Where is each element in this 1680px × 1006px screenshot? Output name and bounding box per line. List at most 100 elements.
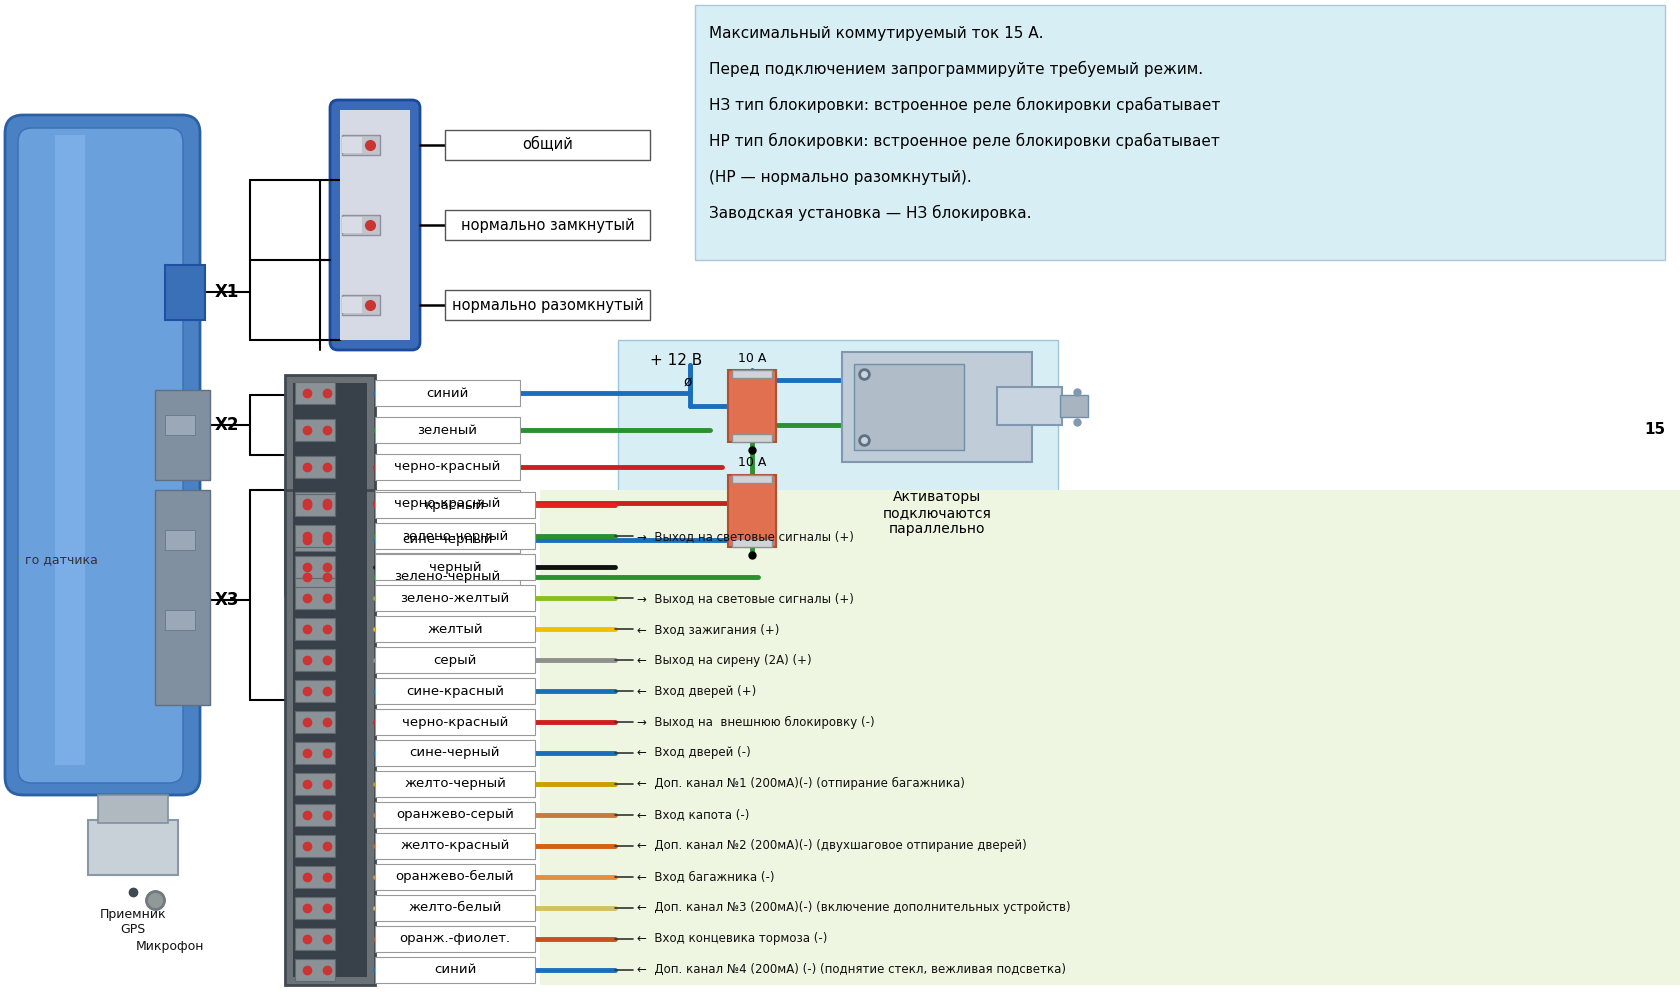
Text: черный: черный: [428, 560, 480, 573]
Text: ←  Вход дверей (+): ← Вход дверей (+): [637, 685, 756, 697]
Bar: [294, 866, 334, 887]
Bar: [727, 475, 776, 547]
Text: (НР — нормально разомкнутый).: (НР — нормально разомкнутый).: [709, 169, 971, 184]
Text: ←  Доп. канал №4 (200мА) (-) (поднятие стекл, вежливая подсветка): ← Доп. канал №4 (200мА) (-) (поднятие ст…: [637, 963, 1065, 976]
Text: нормально замкнутый: нормально замкнутый: [460, 217, 633, 232]
Text: нормально разомкнутый: нормально разомкнутый: [452, 298, 643, 313]
Text: Приемник
GPS: Приемник GPS: [99, 908, 166, 936]
Text: →  Выход на световые сигналы (+): → Выход на световые сигналы (+): [637, 592, 853, 605]
Text: Заводская установка — НЗ блокировка.: Заводская установка — НЗ блокировка.: [709, 205, 1032, 221]
FancyBboxPatch shape: [329, 100, 420, 350]
Bar: [853, 364, 963, 450]
Bar: [341, 137, 361, 153]
Bar: [339, 110, 410, 340]
Bar: [341, 217, 361, 233]
Text: зелено-черный: зелено-черный: [395, 570, 501, 583]
Text: серый: серый: [433, 654, 477, 667]
Bar: [375, 554, 534, 580]
Bar: [445, 290, 650, 320]
Text: желто-черный: желто-черный: [403, 778, 506, 791]
Text: черно-красный: черно-красный: [395, 460, 501, 473]
Text: НЗ тип блокировки: встроенное реле блокировки срабатывает: НЗ тип блокировки: встроенное реле блоки…: [709, 97, 1220, 113]
Text: черно-красный: черно-красный: [402, 715, 507, 728]
Text: зеленый: зеленый: [417, 424, 477, 437]
Text: черно-красный: черно-красный: [395, 497, 501, 510]
Bar: [294, 928, 334, 950]
Bar: [165, 415, 195, 435]
Bar: [292, 498, 366, 977]
Bar: [996, 387, 1062, 425]
Text: X3: X3: [215, 591, 239, 609]
Bar: [165, 265, 205, 320]
Text: ←  Вход капота (-): ← Вход капота (-): [637, 809, 749, 821]
FancyBboxPatch shape: [5, 115, 200, 795]
Bar: [375, 523, 534, 549]
Bar: [294, 382, 334, 404]
Bar: [1060, 395, 1087, 417]
Bar: [842, 352, 1032, 462]
Bar: [341, 215, 380, 235]
Bar: [294, 565, 334, 588]
Bar: [155, 490, 210, 705]
Bar: [286, 375, 375, 595]
Text: синий: синий: [427, 387, 469, 399]
Bar: [294, 456, 334, 478]
Bar: [294, 711, 334, 733]
Text: X1: X1: [215, 283, 239, 301]
Text: Перед подключением запрограммируйте требуемый режим.: Перед подключением запрограммируйте треб…: [709, 61, 1203, 77]
Text: ←  Доп. канал №3 (200мА)(-) (включение дополнительных устройств): ← Доп. канал №3 (200мА)(-) (включение до…: [637, 901, 1070, 914]
Text: Максимальный коммутируемый ток 15 А.: Максимальный коммутируемый ток 15 А.: [709, 25, 1043, 40]
Text: красный: красный: [425, 499, 486, 512]
Bar: [375, 957, 534, 983]
Text: общий: общий: [522, 138, 573, 153]
Text: ø: ø: [684, 375, 692, 389]
Bar: [294, 835, 334, 857]
Bar: [731, 434, 771, 442]
Text: го датчика: го датчика: [25, 553, 97, 566]
Text: 10 А: 10 А: [738, 457, 766, 470]
Bar: [375, 585, 534, 612]
Bar: [375, 454, 519, 480]
Bar: [97, 795, 168, 823]
Text: оранж.-фиолет.: оранж.-фиолет.: [400, 933, 511, 945]
Text: сине-черный: сине-черный: [410, 746, 501, 760]
Bar: [618, 340, 1057, 620]
Text: →  Выход на  внешнюю блокировку (-): → Выход на внешнюю блокировку (-): [637, 715, 874, 728]
Bar: [375, 678, 534, 704]
Bar: [694, 5, 1663, 260]
Text: ←  Вход дверей (-): ← Вход дверей (-): [637, 746, 751, 760]
Bar: [731, 539, 771, 547]
Bar: [445, 130, 650, 160]
Bar: [294, 495, 334, 516]
Bar: [375, 493, 534, 518]
Bar: [375, 802, 534, 828]
Bar: [294, 556, 334, 578]
Text: ←  Доп. канал №2 (200мА)(-) (двухшаговое отпирание дверей): ← Доп. канал №2 (200мА)(-) (двухшаговое …: [637, 839, 1026, 852]
Bar: [445, 210, 650, 240]
Bar: [155, 390, 210, 480]
Text: Активаторы
подключаются
параллельно: Активаторы подключаются параллельно: [882, 490, 991, 536]
Text: желтый: желтый: [427, 623, 482, 636]
Bar: [294, 896, 334, 918]
Bar: [341, 295, 380, 315]
Text: оранжево-серый: оранжево-серый: [396, 809, 514, 821]
Bar: [55, 135, 86, 765]
Bar: [294, 649, 334, 671]
Bar: [294, 680, 334, 702]
Bar: [165, 610, 195, 630]
Bar: [294, 742, 334, 764]
Bar: [375, 864, 534, 889]
Bar: [341, 297, 361, 313]
Text: зелено-желтый: зелено-желтый: [400, 592, 509, 605]
Bar: [294, 492, 334, 514]
Text: 15: 15: [1643, 423, 1665, 438]
Text: + 12 В: + 12 В: [650, 352, 702, 367]
Bar: [375, 380, 519, 406]
Bar: [375, 490, 519, 516]
Text: синий: синий: [433, 963, 475, 976]
Bar: [375, 647, 534, 673]
Bar: [375, 894, 534, 920]
Bar: [286, 490, 375, 985]
Bar: [727, 370, 776, 442]
Text: Микрофон: Микрофон: [136, 940, 205, 953]
